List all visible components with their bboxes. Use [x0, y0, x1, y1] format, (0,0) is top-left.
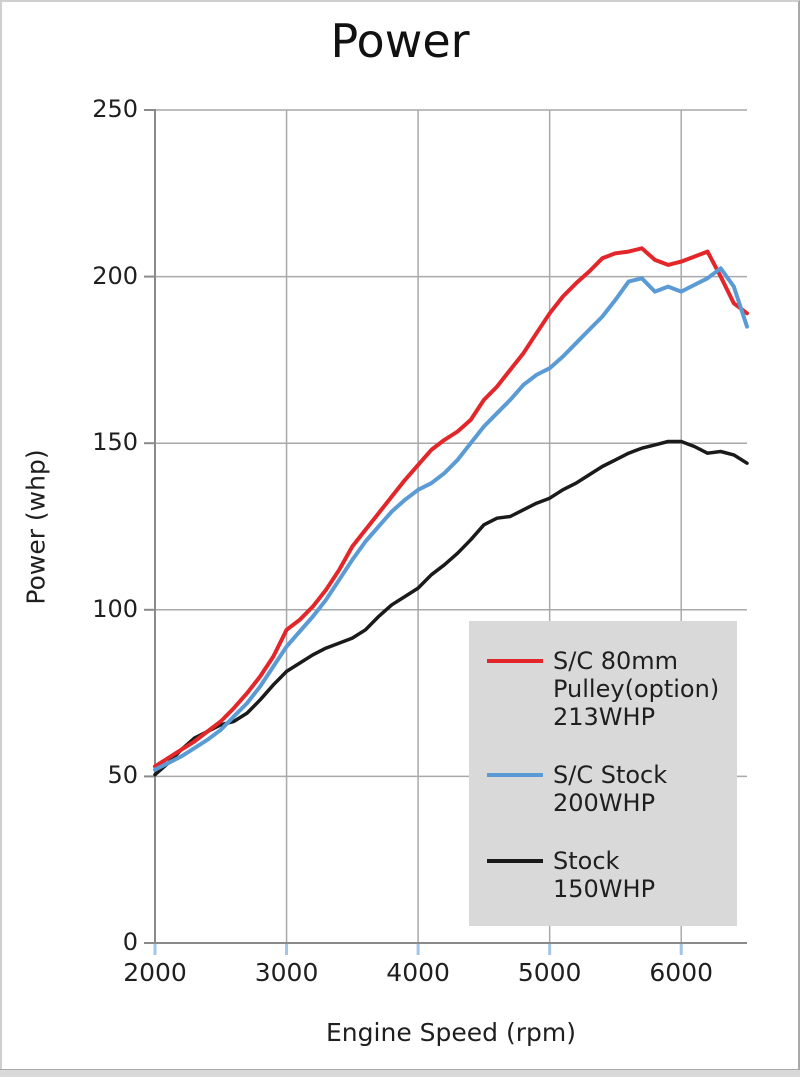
x-axis-title: Engine Speed (rpm) [326, 1018, 576, 1047]
y-tick-label: 50 [107, 761, 138, 790]
y-tick-label: 0 [122, 928, 138, 956]
x-tick-label: 6000 [649, 958, 714, 987]
series-line-sc-stock [153, 266, 749, 772]
legend-item: S/C Stock 200WHP [487, 761, 729, 817]
legend-item: Stock 150WHP [487, 847, 729, 903]
x-tick-label: 4000 [386, 958, 450, 987]
legend-label: S/C 80mm Pulley(option) 213WHP [553, 647, 720, 731]
legend-label: S/C Stock 200WHP [553, 761, 668, 817]
x-tick-label: 5000 [517, 958, 582, 987]
chart-title: Power [330, 14, 470, 68]
legend-label: Stock 150WHP [553, 847, 656, 903]
legend-line-swatch [487, 773, 543, 777]
bottom-edge-strip [0, 1069, 800, 1077]
series-line-stock [153, 439, 749, 777]
legend-line-swatch [487, 659, 543, 663]
legend-line-swatch [487, 859, 543, 863]
y-tick-label: 100 [92, 594, 138, 623]
series-line-sc-80mm-pulley [153, 246, 749, 769]
y-tick-label: 150 [92, 428, 138, 457]
x-tick-label: 3000 [254, 958, 319, 987]
legend: S/C 80mm Pulley(option) 213WHP S/C Stock 200… [469, 621, 737, 926]
y-tick-label: 200 [92, 261, 138, 290]
legend-item: S/C 80mm Pulley(option) 213WHP [487, 647, 729, 731]
x-tick-label: 2000 [123, 958, 187, 987]
y-axis-title: Power (whp) [21, 449, 51, 605]
y-tick-label: 250 [92, 95, 138, 123]
